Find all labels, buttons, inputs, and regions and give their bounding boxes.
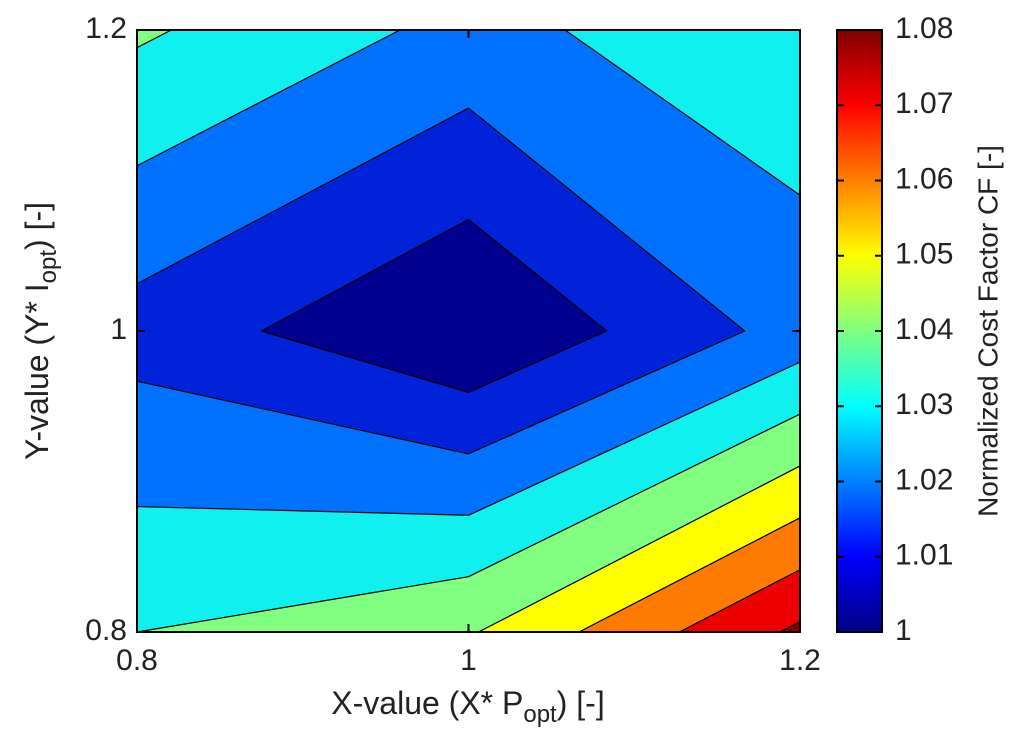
- contour-line: [136, 29, 172, 49]
- colorbar-tick-label: 1.04: [895, 313, 953, 346]
- x-tick-label: 1: [460, 644, 477, 677]
- contour-line: [679, 569, 801, 633]
- contour-line: [468, 413, 801, 578]
- colorbar-tick-label: 1: [895, 614, 912, 647]
- colorbar-tick-label: 1.08: [895, 12, 953, 45]
- contour-line: [478, 465, 801, 633]
- contour-line: [261, 330, 469, 394]
- colorbar-tick-label: 1.05: [895, 238, 953, 271]
- y-tick-label: 1: [110, 313, 127, 346]
- contour-line: [261, 218, 469, 332]
- colorbar-tick-label: 1.01: [895, 539, 953, 572]
- y-tick-label: 0.8: [85, 614, 127, 647]
- contour-line: [564, 29, 801, 196]
- x-axis-label-part: X-value (X* P: [331, 685, 523, 721]
- contour-line: [468, 107, 746, 332]
- y-tick-label: 1.2: [85, 12, 127, 45]
- x-tick-label: 1.2: [779, 644, 821, 677]
- x-axis-label-sub: opt: [523, 701, 557, 728]
- colorbar-label: Normalized Cost Factor CF [-]: [972, 145, 1003, 517]
- contour-fills: [136, 29, 801, 633]
- contour-line: [136, 505, 469, 516]
- colorbar-tick-label: 1.03: [895, 388, 953, 421]
- contour-line: [468, 361, 801, 516]
- contour-line: [779, 621, 801, 633]
- contour-line: [136, 29, 401, 167]
- colorbar-tick-label: 1.07: [895, 87, 953, 120]
- colorbar-tick-label: 1.02: [895, 463, 953, 496]
- contour-lines: [136, 29, 801, 633]
- x-axis-label-part: ) [-]: [557, 685, 605, 721]
- y-axis-label-part: Y-value (Y* I: [19, 283, 55, 460]
- colorbar-tick-label: 1.06: [895, 162, 953, 195]
- x-axis-label: X-value (X* Popt) [-]: [331, 685, 604, 728]
- x-tick-label: 0.8: [116, 644, 158, 677]
- contour-line: [136, 107, 469, 285]
- contour-line: [136, 380, 469, 455]
- y-axis-label-sub: opt: [35, 250, 62, 284]
- contour-line: [468, 219, 608, 332]
- contour-line: [468, 330, 607, 393]
- contour-line: [136, 576, 469, 633]
- contour-line: [578, 517, 801, 633]
- contour-line: [468, 330, 745, 455]
- y-axis-label-part: ) [-]: [19, 202, 55, 250]
- y-axis-label: Y-value (Y* Iopt) [-]: [19, 202, 62, 460]
